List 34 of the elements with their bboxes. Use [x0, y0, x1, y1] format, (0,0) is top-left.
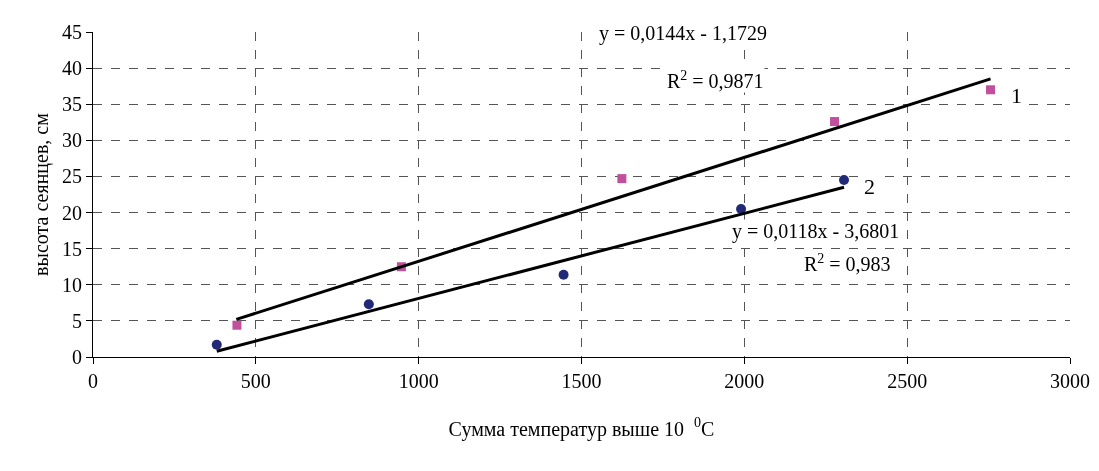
- y-tick-label: 0: [72, 346, 82, 368]
- x-tick-label: 0: [88, 370, 98, 392]
- y-tick-label: 5: [72, 309, 82, 332]
- y-tick-label: 20: [62, 201, 82, 224]
- y-tick-label: 10: [62, 273, 82, 296]
- y-tick-label: 30: [62, 129, 82, 152]
- series-label: 2: [864, 174, 875, 199]
- point: [838, 175, 849, 186]
- annotation: R$^{2}$ = 0,9871: [667, 68, 764, 93]
- y-axis-title: высота сеянцев, см: [29, 112, 53, 276]
- point: [211, 339, 222, 350]
- point: [830, 117, 840, 127]
- y-tick-label: 25: [62, 165, 82, 188]
- point: [363, 299, 374, 310]
- point: [736, 203, 747, 214]
- series-label: 1: [1011, 83, 1022, 108]
- point: [558, 269, 569, 280]
- annotation: y = 0,0118x - 3,6801: [732, 220, 900, 243]
- annotation: y = 0,0144x - 1,1729: [599, 22, 767, 45]
- y-tick-label: 15: [62, 237, 82, 260]
- point: [232, 320, 242, 330]
- x-tick-label: 2000: [724, 370, 765, 392]
- x-tick-label: 2500: [887, 370, 928, 392]
- point: [617, 174, 627, 184]
- x-tick-label: 500: [240, 370, 271, 392]
- y-tick-label: 35: [62, 93, 82, 116]
- x-tick-label: 1500: [561, 370, 602, 392]
- point: [986, 85, 996, 95]
- y-tick-label: 40: [62, 57, 82, 80]
- annotation: R$^{2}$ = 0,983: [804, 251, 891, 276]
- x-axis-title: Сумма температур выше 10 $^{0}$C: [448, 415, 715, 441]
- x-tick-label: 3000: [1050, 370, 1090, 392]
- y-tick-label: 45: [62, 21, 82, 43]
- x-tick-label: 1000: [398, 370, 439, 392]
